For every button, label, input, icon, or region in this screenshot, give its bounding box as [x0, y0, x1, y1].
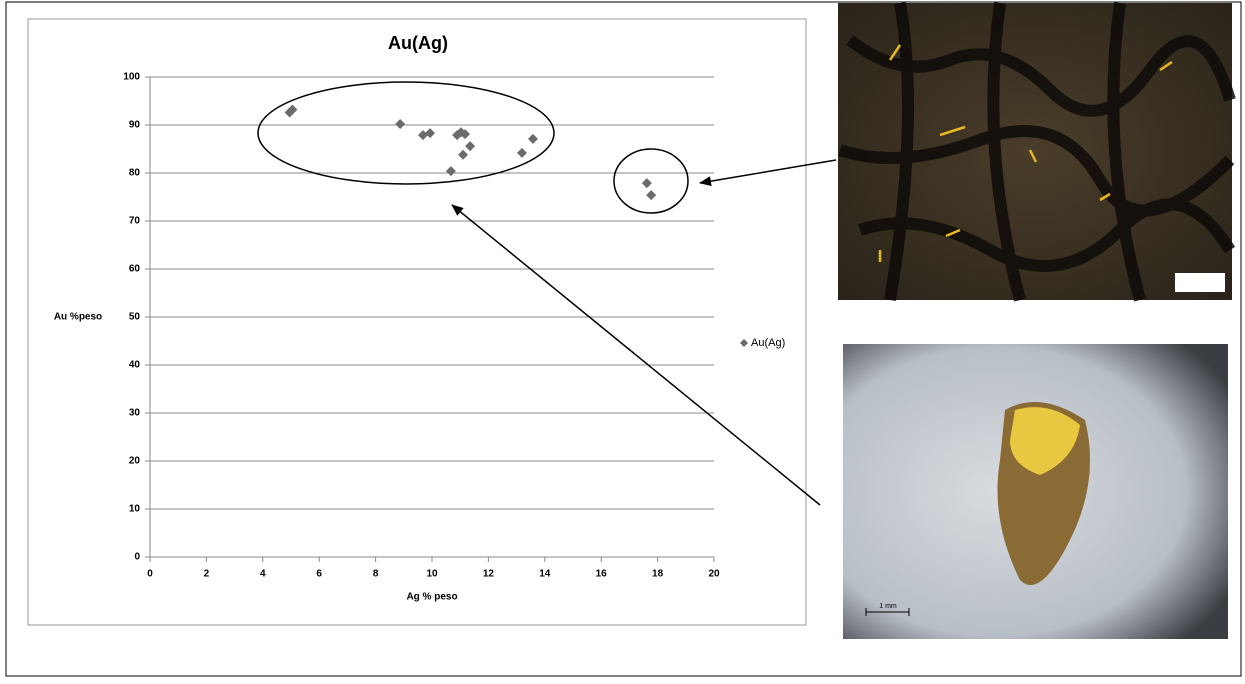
- data-point: [425, 128, 436, 139]
- x-tick-label: 8: [373, 569, 379, 580]
- x-tick-label: 2: [204, 569, 210, 580]
- data-point: [516, 147, 527, 158]
- x-tick-label: 18: [652, 569, 664, 580]
- chart-title: Au(Ag): [388, 33, 448, 53]
- x-tick-label: 0: [147, 569, 153, 580]
- data-point: [465, 141, 476, 152]
- y-tick-label: 0: [134, 552, 140, 563]
- data-point: [527, 133, 538, 144]
- y-tick-label: 80: [129, 168, 141, 179]
- plot-area: 0 10 20 30 40 50 60 70 80 90 100 0 2 4 6 8 10 12 14 16 18 20 A…: [123, 72, 785, 580]
- data-point: [646, 190, 657, 201]
- y-tick-label: 20: [129, 456, 141, 467]
- x-tick-label: 20: [708, 569, 720, 580]
- arrow: [699, 159, 837, 187]
- x-tick-label: 10: [426, 569, 438, 580]
- x-axis-label: Ag % peso: [406, 592, 457, 603]
- legend-marker: [740, 339, 748, 347]
- y-tick-label: 70: [129, 216, 141, 227]
- scale-label: 1 mm: [879, 603, 897, 610]
- x-tick-label: 12: [483, 569, 495, 580]
- data-point: [417, 130, 428, 141]
- micrograph-image: [838, 1, 1236, 302]
- y-axis-label: Au %peso: [54, 312, 102, 323]
- y-tick-label: 50: [129, 312, 141, 323]
- y-tick-label: 30: [129, 408, 141, 419]
- data-point: [287, 104, 298, 115]
- x-tick-label: 14: [539, 569, 551, 580]
- y-tick-label: 100: [123, 72, 140, 83]
- cluster-ellipse: [257, 81, 555, 185]
- chart-frame: [27, 18, 807, 626]
- data-point: [445, 166, 456, 177]
- y-tick-label: 90: [129, 120, 141, 131]
- x-tick-label: 16: [596, 569, 608, 580]
- legend-label: Au(Ag): [751, 337, 785, 349]
- data-point: [458, 149, 469, 160]
- data-point: [641, 178, 652, 189]
- arrow: [451, 204, 821, 506]
- data-point: [395, 119, 406, 130]
- data-point: [459, 129, 470, 140]
- outer-frame: [5, 1, 1242, 677]
- y-tick-label: 60: [129, 264, 141, 275]
- y-tick-label: 10: [129, 504, 141, 515]
- cluster-ellipse: [613, 148, 689, 214]
- x-tick-label: 6: [316, 569, 322, 580]
- x-tick-label: 4: [260, 569, 266, 580]
- photo-image: 1 mm: [843, 344, 1228, 639]
- y-tick-label: 40: [129, 360, 141, 371]
